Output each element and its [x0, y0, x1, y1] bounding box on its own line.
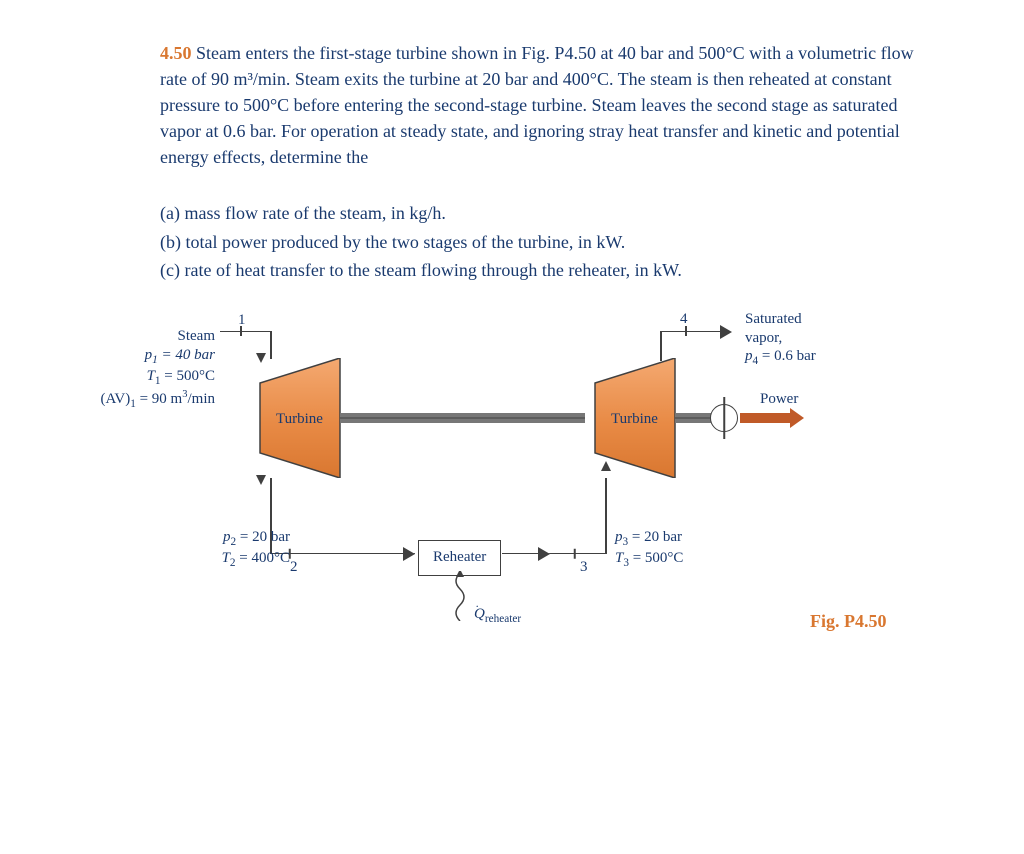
state3-num: 3 — [580, 558, 588, 577]
problem-statement: 4.50 Steam enters the first-stage turbin… — [160, 40, 924, 170]
state4-name2: vapor, — [745, 330, 782, 346]
line-from-reheater — [502, 553, 605, 555]
line-inlet-1v — [270, 331, 272, 359]
question-b: (b) total power produced by the two stag… — [160, 229, 924, 255]
line-out-4v — [660, 331, 662, 361]
state1-av: (AV)1 = 90 m3/min — [100, 391, 215, 407]
state2-t: T2 = 400°C — [222, 550, 290, 566]
line-to-reheater — [270, 553, 415, 555]
problem-text: Steam enters the first-stage turbine sho… — [160, 43, 914, 167]
q-label: Q.reheater — [474, 605, 521, 626]
state1-name: Steam — [178, 328, 216, 344]
arrow-from-reheater — [540, 549, 550, 559]
state3-t: T3 = 500°C — [615, 550, 683, 566]
state1-labels: Steam p1 = 40 bar T1 = 500°C (AV)1 = 90 … — [60, 327, 215, 411]
tick-1 — [240, 326, 242, 336]
state2-p: p2 = 20 bar — [223, 529, 290, 545]
arrow-into-reheater — [405, 549, 415, 559]
question-list: (a) mass flow rate of the steam, in kg/h… — [160, 200, 924, 282]
reheater-label: Reheater — [433, 549, 486, 565]
arrow-out-4 — [722, 327, 732, 337]
state2-num: 2 — [290, 558, 298, 577]
state2-labels: p2 = 20 bar T2 = 400°C — [200, 528, 290, 570]
coupling-icon — [710, 404, 738, 432]
line-inlet-1 — [220, 331, 270, 333]
figure-p4-50: Steam p1 = 40 bar T1 = 500°C (AV)1 = 90 … — [60, 313, 920, 653]
state3-p: p3 = 20 bar — [615, 529, 682, 545]
figure-caption: Fig. P4.50 — [810, 608, 887, 634]
line-into-t2-v — [605, 478, 607, 554]
state4-num: 4 — [680, 310, 688, 329]
state1-t: T1 = 500°C — [147, 368, 215, 384]
power-label: Power — [760, 390, 798, 409]
line-out-4 — [660, 331, 725, 333]
turbine-1-label: Turbine — [276, 410, 323, 429]
state4-p: p4 = 0.6 bar — [745, 348, 816, 364]
question-c: (c) rate of heat transfer to the steam f… — [160, 257, 924, 283]
state4-name1: Saturated — [745, 311, 802, 327]
question-a: (a) mass flow rate of the steam, in kg/h… — [160, 200, 924, 226]
state1-p: p1 = 40 bar — [145, 347, 215, 363]
shaft-out — [675, 413, 715, 423]
q-squiggle — [448, 571, 472, 628]
q-sub: reheater — [485, 613, 521, 625]
shaft — [340, 413, 585, 423]
tick-3 — [574, 549, 576, 559]
power-arrow — [740, 413, 790, 423]
turbine-2-label: Turbine — [611, 410, 658, 429]
problem-number: 4.50 — [160, 43, 192, 63]
state3-labels: p3 = 20 bar T3 = 500°C — [615, 528, 683, 570]
state4-labels: Saturated vapor, p4 = 0.6 bar — [745, 310, 816, 369]
